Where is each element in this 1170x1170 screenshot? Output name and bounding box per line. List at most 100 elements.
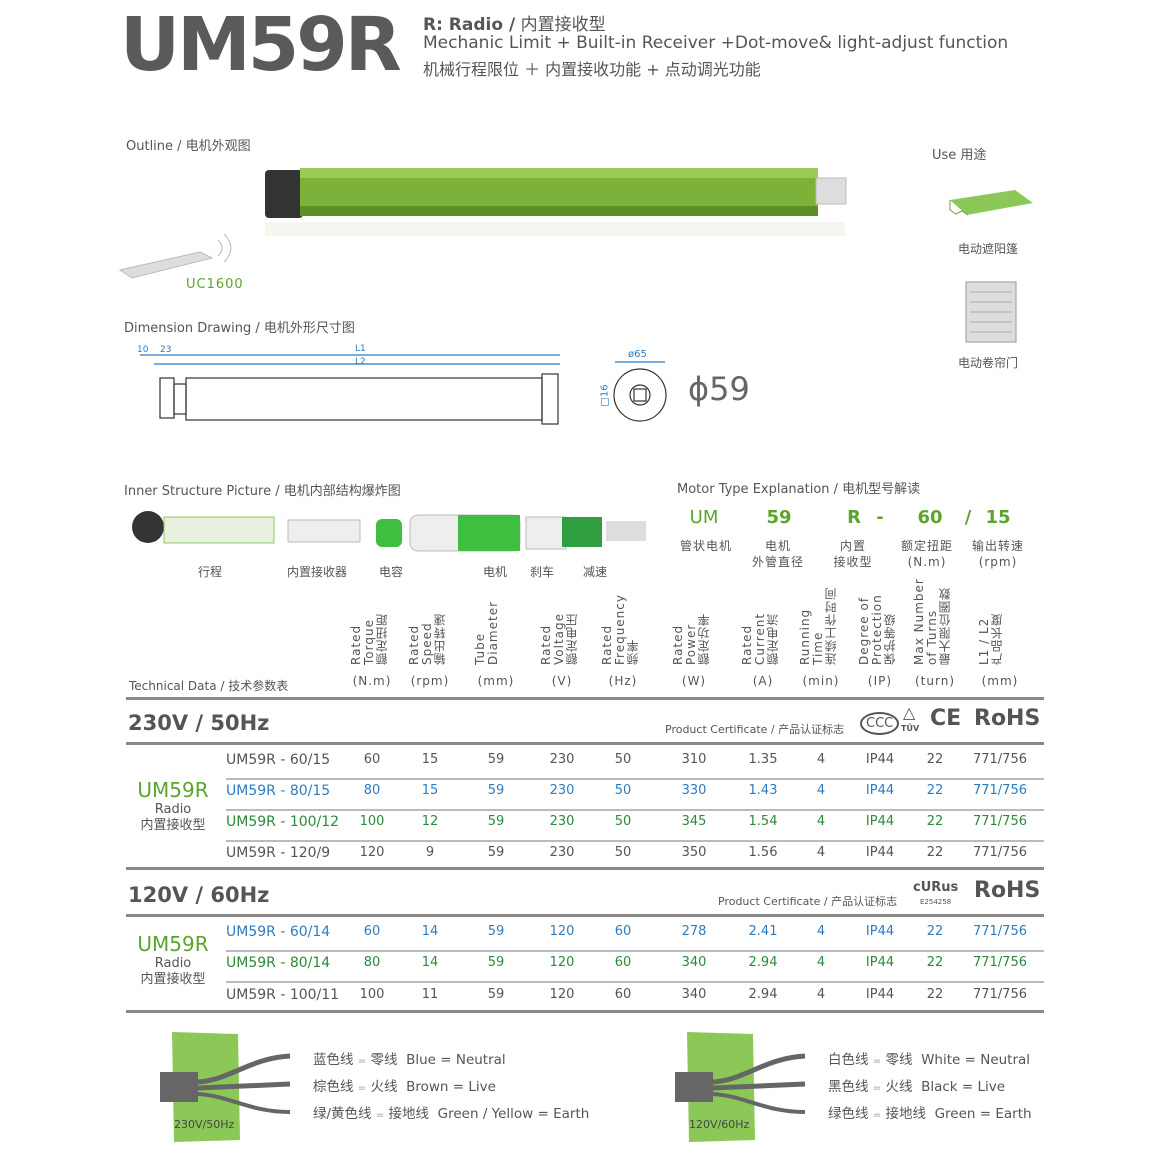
model-name: UM59R - 100/11 xyxy=(226,987,340,1003)
cell: 15 xyxy=(421,783,439,798)
cell: 60 xyxy=(363,924,381,939)
remote-control-image xyxy=(118,233,232,279)
column-unit: (min) xyxy=(802,674,840,688)
row-divider xyxy=(226,778,1044,780)
cell: 120 xyxy=(549,924,575,939)
wire-legend: 绿色线 = 接地线 Green = Earth xyxy=(828,1106,1032,1122)
cell: 120 xyxy=(549,955,575,970)
dim-23: 23 xyxy=(160,345,172,355)
dim-10: 10 xyxy=(137,345,149,355)
dim-65: ø65 xyxy=(628,349,647,360)
wire-legend: 蓝色线 = 零线 Blue = Neutral xyxy=(313,1052,506,1068)
divider xyxy=(126,742,1044,745)
cell: 60 xyxy=(614,987,632,1002)
code-60: 60 xyxy=(917,507,943,528)
cell: 22 xyxy=(926,955,944,970)
row-divider xyxy=(226,950,1044,952)
tuv-icon: △ xyxy=(903,703,916,722)
inner-title: Inner Structure Picture / 电机内部结构爆炸图 xyxy=(124,484,401,499)
model-name: UM59R - 60/14 xyxy=(226,924,331,940)
cell: 80 xyxy=(363,783,381,798)
cell: 80 xyxy=(363,955,381,970)
cell: 771/756 xyxy=(972,783,1028,798)
column-unit: (turn) xyxy=(914,674,956,688)
column-unit: (IP) xyxy=(867,674,893,688)
column-header: Degree of Protection 保护等级 xyxy=(857,594,897,665)
cell: 120 xyxy=(549,987,575,1002)
meaning-speed: 输出转速 (rpm) xyxy=(971,539,1025,569)
table-row: UM59R - 60/15 60 15 59 230 50 310 1.35 4 IP44 22 77… xyxy=(0,752,1170,772)
tech-title: Technical Data / 技术参数表 xyxy=(129,679,289,693)
divider xyxy=(126,867,1044,870)
cell: 310 xyxy=(681,752,707,767)
cell: 1.54 xyxy=(748,814,778,829)
wiring-voltage-label: 120V/60Hz xyxy=(689,1118,750,1131)
column-unit: (N.m) xyxy=(352,674,392,688)
cell: 230 xyxy=(549,845,575,860)
ccc-icon: CCC xyxy=(860,712,900,735)
cell: 100 xyxy=(359,814,385,829)
voltage-230: 230V / 50Hz xyxy=(128,711,270,735)
cell: 771/756 xyxy=(972,955,1028,970)
cell: 1.56 xyxy=(748,845,778,860)
cell: IP44 xyxy=(865,987,895,1002)
cell: 4 xyxy=(816,987,826,1002)
use-item-awning: 电动遮阳篷 xyxy=(958,242,1019,256)
part-limit: 行程 xyxy=(198,565,223,579)
code-59: 59 xyxy=(766,507,792,528)
cell: 2.94 xyxy=(748,987,778,1002)
cell: 2.41 xyxy=(748,924,778,939)
column-unit: (rpm) xyxy=(410,674,450,688)
cell: 4 xyxy=(816,752,826,767)
code-15: 15 xyxy=(985,507,1011,528)
cell: 15 xyxy=(421,752,439,767)
dim-l1: L1 xyxy=(355,344,366,354)
cell: 59 xyxy=(487,987,505,1002)
exploded-view-image xyxy=(132,511,646,552)
cell: 59 xyxy=(487,845,505,860)
group-label-230: UM59R Radio 内置接收型 xyxy=(137,778,209,833)
cell: 350 xyxy=(681,845,707,860)
cell: 100 xyxy=(359,987,385,1002)
cell: 345 xyxy=(681,814,707,829)
motor-outline-image xyxy=(118,168,847,279)
model-name: UM59R - 80/14 xyxy=(226,955,331,971)
cell: 59 xyxy=(487,752,505,767)
rohs-icon: RoHS xyxy=(974,878,1041,903)
column-header: Rated Torque 额定扭距 xyxy=(349,613,389,665)
column-header: Rated Voltage 额定电压 xyxy=(539,612,579,665)
column-unit: (mm) xyxy=(477,674,515,688)
dim-l2: L2 xyxy=(355,357,366,367)
cell: 230 xyxy=(549,752,575,767)
model-name: UM59R - 80/15 xyxy=(226,783,331,799)
header-line-1: R: Radio / 内置接收型 xyxy=(423,15,606,35)
group-label-120: UM59R Radio 内置接收型 xyxy=(137,932,209,987)
cell: 4 xyxy=(816,955,826,970)
use-title: Use 用途 xyxy=(932,148,987,163)
ul-icon: cURus xyxy=(913,880,959,895)
cell: 4 xyxy=(816,783,826,798)
column-header: Rated Frequency 频率 xyxy=(600,594,640,665)
code-um: UM xyxy=(689,507,719,528)
outline-title: Outline / 电机外观图 xyxy=(126,139,251,154)
cell: 771/756 xyxy=(972,987,1028,1002)
remote-label: UC1600 xyxy=(186,277,244,292)
cell: IP44 xyxy=(865,955,895,970)
column-unit: (Hz) xyxy=(608,674,638,688)
wiring-voltage-label: 230V/50Hz xyxy=(174,1118,235,1131)
cell: 22 xyxy=(926,845,944,860)
column-header: L1 / L2 产品长度 xyxy=(977,613,1004,665)
part-motor: 电机 xyxy=(483,565,508,579)
meaning-um: 管状电机 xyxy=(679,539,733,553)
cell: IP44 xyxy=(865,752,895,767)
cert-label-120: Product Certificate / 产品认证标志 xyxy=(718,895,898,908)
cell: 4 xyxy=(816,924,826,939)
product-logo: UM59R xyxy=(120,2,402,88)
meaning-59: 电机 外管直径 xyxy=(751,539,805,569)
part-brake: 刹车 xyxy=(530,565,555,579)
cell: 59 xyxy=(487,814,505,829)
row-divider xyxy=(226,981,1044,983)
table-row: UM59R - 100/12 100 12 59 230 50 345 1.54 4 IP44 22… xyxy=(0,814,1170,834)
column-header: Rated Power 额定功率 xyxy=(671,613,711,665)
header-line-3: 机械行程限位 ＋ 内置接收功能 + 点动调光功能 xyxy=(423,60,761,79)
